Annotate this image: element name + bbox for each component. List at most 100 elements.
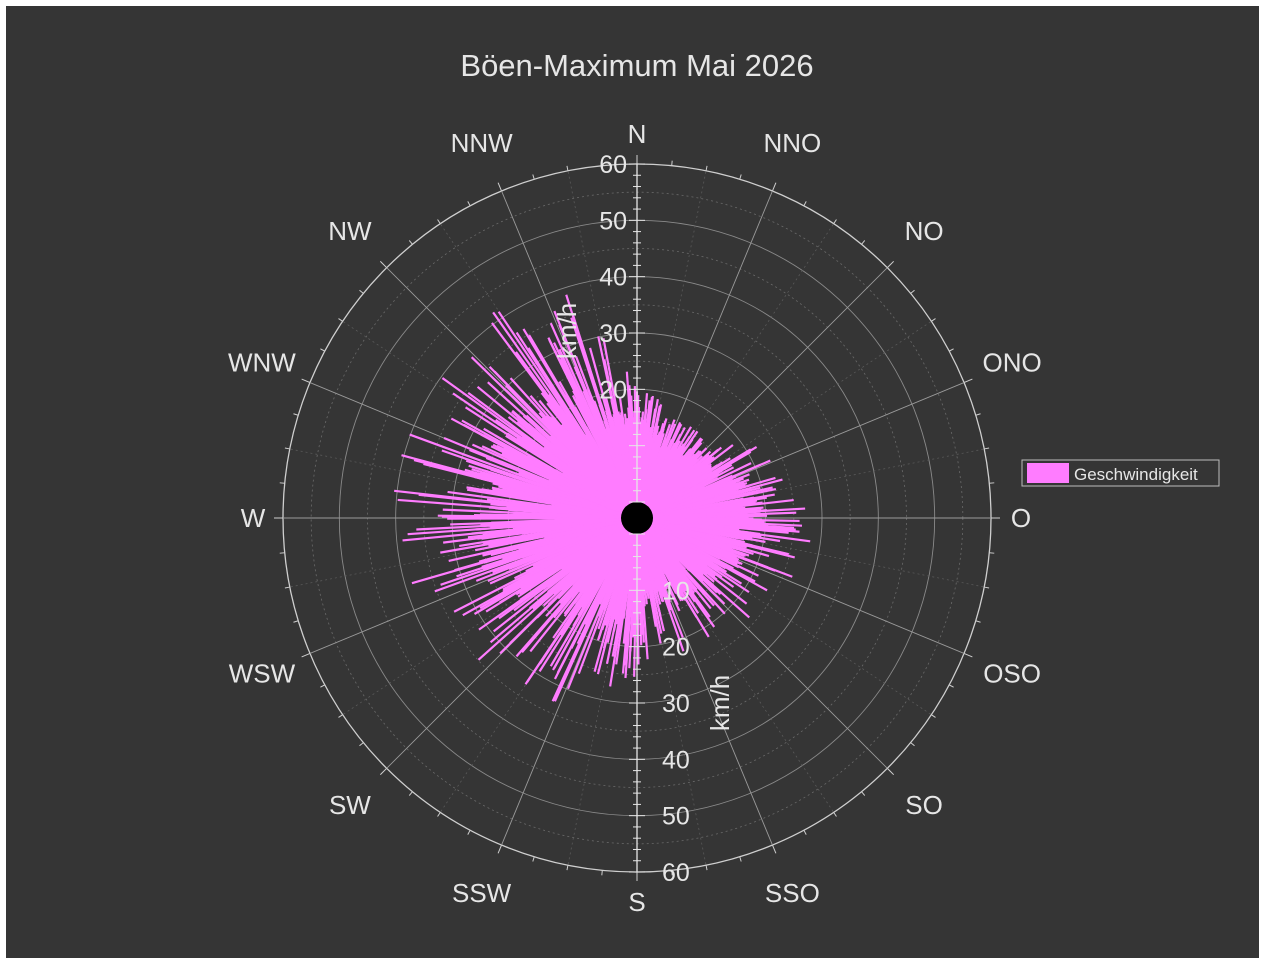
bar — [643, 531, 660, 562]
bar — [648, 446, 723, 509]
outer-tick — [739, 174, 742, 180]
bar — [483, 469, 623, 515]
tick-label-upper: 60 — [599, 151, 627, 179]
outer-tick — [984, 447, 990, 450]
bar — [642, 532, 668, 590]
bar — [651, 523, 741, 565]
outer-tick — [833, 219, 837, 224]
legend: Geschwindigkeit — [1021, 459, 1220, 487]
bar — [605, 533, 635, 665]
center-dot — [621, 502, 653, 534]
bar — [643, 442, 676, 505]
bar — [625, 424, 637, 503]
bar — [553, 532, 632, 702]
bar — [591, 419, 632, 504]
polar-chart: Böen-Maximum Mai 2026 20 30 40 50 60 10 20 30 40… — [228, 48, 1220, 917]
outer-tick — [931, 318, 936, 322]
bar — [651, 521, 733, 550]
outer-tick — [284, 447, 290, 450]
bar — [652, 506, 746, 518]
bar — [584, 527, 626, 564]
outer-tick — [301, 378, 311, 383]
bar — [603, 398, 634, 503]
legend-entry-label: Geschwindigkeit — [1074, 465, 1198, 484]
bar — [652, 517, 765, 524]
bar — [652, 518, 730, 531]
outer-tick — [437, 812, 441, 817]
direction-label-sso: SSO — [765, 878, 820, 908]
outer-tick — [437, 219, 441, 224]
bar — [647, 474, 680, 508]
outer-tick — [379, 260, 388, 269]
bar — [645, 530, 680, 579]
outer-tick — [497, 182, 502, 192]
tick-label-lower: 30 — [662, 690, 690, 718]
outer-tick — [975, 620, 981, 623]
outer-tick — [975, 413, 981, 416]
bar — [646, 456, 687, 507]
bar — [638, 533, 648, 583]
outer-tick — [359, 289, 364, 294]
bar — [514, 459, 624, 513]
direction-label-no: NO — [905, 216, 944, 246]
bar — [573, 528, 627, 586]
direction-label-s: S — [628, 887, 645, 917]
bar — [573, 422, 630, 506]
tick-label-upper: 50 — [599, 207, 627, 235]
direction-label-ssw: SSW — [452, 878, 512, 908]
outer-tick — [320, 348, 326, 352]
outer-tick — [566, 165, 569, 171]
outer-tick — [497, 844, 502, 854]
direction-label-oso: OSO — [983, 658, 1041, 688]
bar — [651, 483, 746, 515]
bar — [482, 434, 624, 512]
bar — [492, 522, 623, 574]
outer-tick — [338, 318, 343, 322]
outer-tick — [931, 714, 936, 718]
outer-tick — [301, 653, 311, 658]
polar-axes: 20 30 40 50 60 10 20 30 40 50 60 km/h km/h N NNO NO ONO O… — [228, 119, 1042, 917]
tick-label-lower: 50 — [662, 803, 690, 831]
bar — [644, 429, 696, 506]
outer-tick — [467, 201, 471, 207]
outer-tick — [284, 586, 290, 589]
bar — [599, 402, 634, 504]
bar — [471, 518, 622, 535]
outer-tick — [566, 865, 569, 871]
outer-tick — [359, 742, 364, 747]
direction-label-ono: ONO — [982, 348, 1041, 378]
bar — [637, 460, 643, 503]
outer-tick — [467, 829, 471, 835]
bar — [578, 529, 628, 593]
tick-label-lower: 60 — [662, 859, 690, 887]
bar — [628, 385, 638, 503]
tick-label-lower: 20 — [662, 634, 690, 662]
outer-tick — [910, 742, 915, 747]
outer-tick — [705, 165, 708, 171]
bar — [464, 457, 623, 514]
bar — [515, 399, 627, 508]
bar — [612, 532, 633, 580]
chart-title: Böen-Maximum Mai 2026 — [460, 48, 813, 83]
outer-tick — [408, 240, 413, 245]
bar — [440, 522, 623, 586]
bar — [644, 531, 682, 590]
bar — [502, 486, 622, 516]
outer-tick — [984, 586, 990, 589]
plot-area: Böen-Maximum Mai 2026 20 30 40 50 60 10 20 30 40… — [6, 6, 1259, 958]
outer-tick — [803, 201, 807, 207]
outer-tick — [886, 767, 895, 776]
direction-label-nno: NNO — [763, 128, 821, 158]
bar — [650, 484, 701, 512]
bar — [638, 458, 650, 503]
outer-tick — [803, 829, 807, 835]
outer-tick — [948, 348, 954, 352]
bar — [639, 533, 662, 617]
bar — [558, 324, 633, 504]
bar-series-geschwindigkeit — [394, 294, 811, 702]
tick-label-upper: 20 — [599, 376, 627, 404]
bar — [640, 532, 664, 602]
outer-tick — [861, 791, 866, 796]
direction-label-nnw: NNW — [451, 128, 514, 158]
bar — [586, 528, 627, 566]
